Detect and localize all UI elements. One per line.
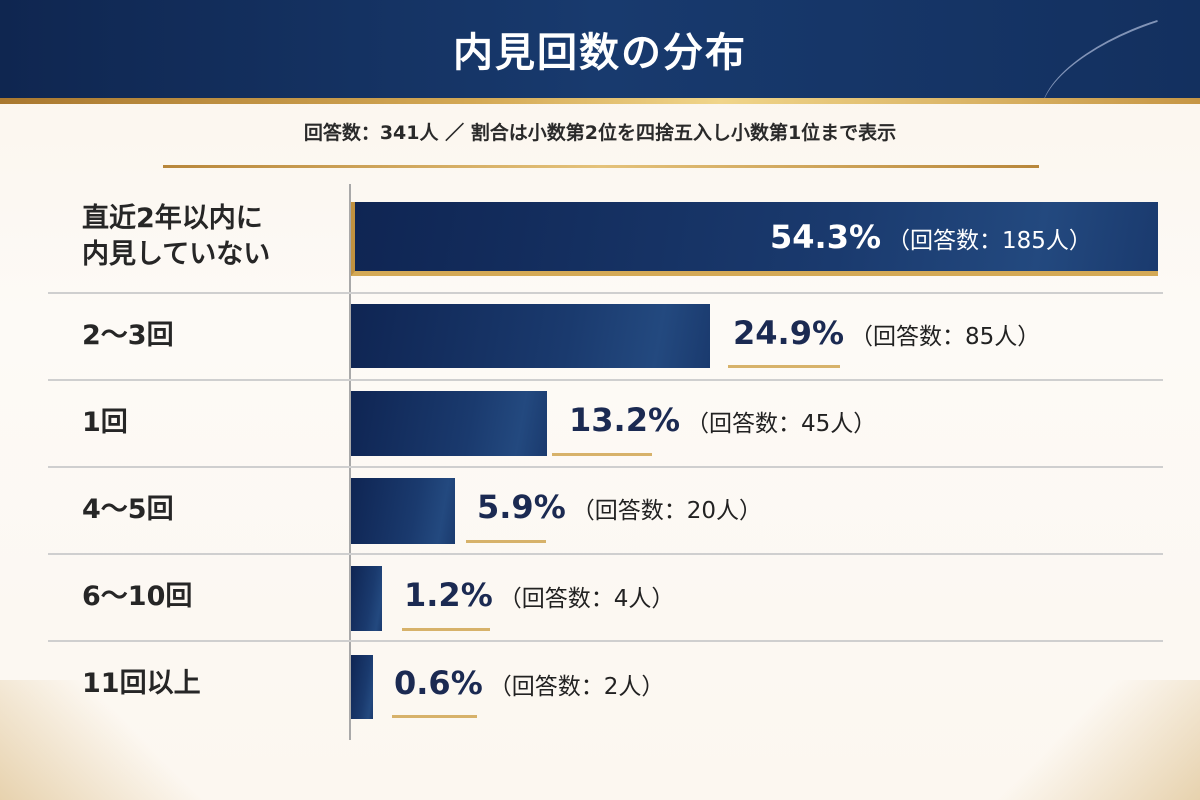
percent-underline — [402, 628, 490, 631]
bar-4-5-times — [351, 478, 455, 544]
chart-title: 内見回数の分布 — [453, 30, 747, 76]
chart-subtitle: 回答数：341人 ／ 割合は小数第2位を四捨五入し小数第1位まで表示 — [303, 122, 897, 144]
bar-1-time — [351, 391, 547, 456]
bar-value-label: 24.9% （回答数：85人） — [733, 314, 1040, 352]
respondent-count: （回答数：85人） — [850, 324, 1041, 350]
row-divider — [48, 292, 1163, 294]
percent-value: 24.9% — [733, 314, 845, 352]
category-label: 直近2年以内に 内見していない — [82, 201, 270, 273]
category-label-line2: 内見していない — [82, 239, 271, 270]
bar-value-label: 54.3% （回答数：185人） — [770, 218, 1092, 256]
category-label: 2〜3回 — [82, 320, 174, 351]
gold-divider — [0, 98, 1200, 104]
bar-11-plus-times — [351, 655, 373, 719]
bar-6-10-times — [351, 566, 382, 631]
bar-value-label: 13.2% （回答数：45人） — [569, 401, 876, 439]
percent-underline — [392, 715, 477, 718]
respondent-count: （回答数：4人） — [498, 586, 675, 612]
respondent-count: （回答数：185人） — [887, 228, 1092, 254]
percent-value: 54.3% — [770, 218, 882, 256]
row-divider — [48, 466, 1163, 468]
percent-underline — [552, 453, 652, 456]
respondent-count: （回答数：2人） — [488, 674, 665, 700]
category-label: 4〜5回 — [82, 494, 174, 525]
bar-value-label: 0.6% （回答数：2人） — [394, 664, 664, 702]
category-label: 1回 — [82, 407, 128, 438]
respondent-count: （回答数：20人） — [571, 498, 763, 524]
category-label-line1: 直近2年以内に — [82, 203, 263, 234]
percent-underline — [728, 365, 840, 368]
row-divider — [48, 553, 1163, 555]
row-divider — [48, 379, 1163, 381]
percent-underline — [466, 540, 546, 543]
row-divider — [48, 640, 1163, 642]
category-label: 6〜10回 — [82, 581, 193, 612]
bar-2-3-times — [351, 304, 710, 368]
percent-value: 5.9% — [477, 488, 566, 526]
percent-value: 0.6% — [394, 664, 483, 702]
percent-value: 1.2% — [404, 576, 493, 614]
bar-value-label: 1.2% （回答数：4人） — [404, 576, 674, 614]
decorative-corner-left — [0, 680, 220, 800]
respondent-count: （回答数：45人） — [686, 411, 877, 437]
bar-not-viewed — [351, 202, 1158, 276]
subtitle-underline — [163, 165, 1039, 168]
decorative-corner-right — [980, 680, 1200, 800]
chart-header: 内見回数の分布 — [0, 0, 1200, 98]
percent-value: 13.2% — [569, 401, 681, 439]
y-axis-line — [349, 184, 351, 740]
bar-value-label: 5.9% （回答数：20人） — [477, 488, 762, 526]
